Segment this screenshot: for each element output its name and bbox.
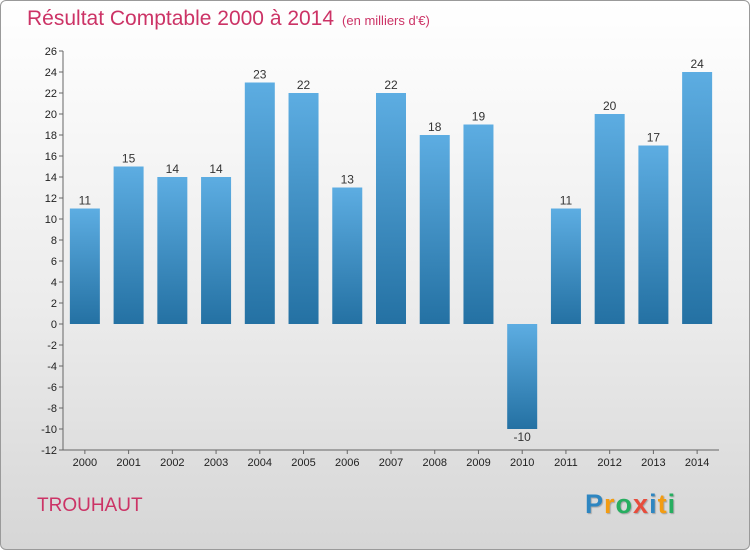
chart-title: Résultat Comptable 2000 à 2014 (en millie… bbox=[27, 7, 430, 31]
x-tick-label-2014: 2014 bbox=[685, 457, 709, 469]
y-tick-label: 8 bbox=[51, 235, 57, 247]
bar-2009 bbox=[463, 124, 494, 324]
proxiti-logo: Proxiti bbox=[585, 489, 676, 520]
bar-2012 bbox=[594, 114, 625, 324]
x-tick-label-2000: 2000 bbox=[73, 457, 97, 469]
value-label-2011: 11 bbox=[560, 194, 573, 208]
y-tick-label: 18 bbox=[45, 130, 57, 142]
x-tick-label-2009: 2009 bbox=[466, 457, 490, 469]
y-tick-label: 16 bbox=[45, 151, 57, 163]
logo-letter: P bbox=[585, 489, 605, 519]
y-tick-label: 0 bbox=[51, 319, 57, 331]
y-tick-label: 12 bbox=[45, 193, 57, 205]
bar-2006 bbox=[332, 187, 363, 324]
x-tick-label-2007: 2007 bbox=[379, 457, 403, 469]
x-tick-label-2006: 2006 bbox=[335, 457, 359, 469]
value-label-2008: 18 bbox=[428, 120, 442, 134]
y-tick-label: -2 bbox=[47, 340, 57, 352]
value-label-2012: 20 bbox=[603, 99, 617, 113]
logo-letter: r bbox=[604, 489, 616, 519]
value-label-2007: 22 bbox=[384, 78, 398, 92]
y-tick-label: 10 bbox=[45, 214, 57, 226]
commune-name: TROUHAUT bbox=[37, 495, 143, 516]
logo-letter: t bbox=[657, 489, 668, 519]
bar-2003 bbox=[201, 177, 232, 324]
y-tick-label: 24 bbox=[45, 67, 57, 79]
value-label-2006: 13 bbox=[341, 173, 355, 187]
logo-letter: o bbox=[615, 489, 634, 519]
y-tick-label: -4 bbox=[47, 361, 57, 373]
value-label-2010: -10 bbox=[514, 430, 532, 444]
value-label-2002: 14 bbox=[166, 162, 180, 176]
y-tick-label: 22 bbox=[45, 88, 57, 100]
x-tick-label-2010: 2010 bbox=[510, 457, 534, 469]
bar-2010 bbox=[507, 324, 538, 429]
unit-label: (en milliers d'€) bbox=[342, 13, 430, 28]
y-tick-label: -8 bbox=[47, 403, 57, 415]
value-label-2004: 23 bbox=[253, 68, 267, 82]
x-tick-label-2008: 2008 bbox=[422, 457, 446, 469]
logo-letter: i bbox=[649, 489, 658, 519]
x-tick-label-2002: 2002 bbox=[160, 457, 184, 469]
x-tick-label-2005: 2005 bbox=[291, 457, 315, 469]
y-tick-label: -10 bbox=[41, 424, 57, 436]
x-tick-label-2013: 2013 bbox=[641, 457, 665, 469]
y-tick-label: 6 bbox=[51, 256, 57, 268]
value-label-2001: 15 bbox=[122, 152, 136, 166]
value-label-2013: 17 bbox=[647, 131, 661, 145]
bar-2004 bbox=[244, 82, 275, 324]
value-label-2003: 14 bbox=[209, 162, 223, 176]
logo-letter: i bbox=[667, 489, 677, 519]
bar-2005 bbox=[288, 93, 319, 324]
value-label-2005: 22 bbox=[297, 78, 311, 92]
y-tick-label: 26 bbox=[45, 46, 57, 58]
x-tick-label-2004: 2004 bbox=[248, 457, 272, 469]
y-tick-label: -12 bbox=[41, 445, 57, 457]
bar-2002 bbox=[157, 177, 188, 324]
y-tick-label: 20 bbox=[45, 109, 57, 121]
y-tick-label: 4 bbox=[51, 277, 57, 289]
x-tick-label-2012: 2012 bbox=[597, 457, 621, 469]
value-label-2014: 24 bbox=[690, 57, 704, 71]
logo-letter: x bbox=[633, 489, 650, 519]
x-tick-label-2003: 2003 bbox=[204, 457, 228, 469]
bar-2013 bbox=[638, 145, 669, 324]
title-text: Résultat Comptable 2000 à 2014 bbox=[27, 7, 335, 30]
y-tick-label: 14 bbox=[45, 172, 57, 184]
bar-2008 bbox=[419, 135, 450, 324]
value-label-2009: 19 bbox=[472, 110, 486, 124]
x-tick-label-2011: 2011 bbox=[554, 457, 578, 469]
bar-2000 bbox=[69, 208, 100, 324]
y-tick-label: -6 bbox=[47, 382, 57, 394]
bar-2014 bbox=[682, 72, 713, 324]
y-tick-label: 2 bbox=[51, 298, 57, 310]
x-tick-label-2001: 2001 bbox=[116, 457, 140, 469]
bar-2001 bbox=[113, 166, 144, 324]
value-label-2000: 11 bbox=[79, 194, 92, 208]
bar-2007 bbox=[376, 93, 406, 324]
bar-2011 bbox=[550, 208, 581, 324]
